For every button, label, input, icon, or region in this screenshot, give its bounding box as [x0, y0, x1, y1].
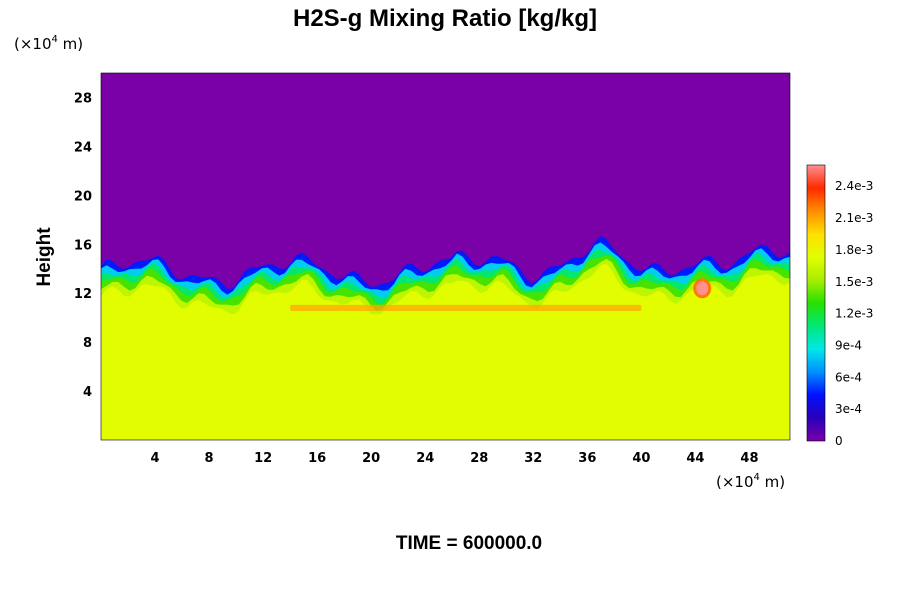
y-tick-label: 12 — [74, 287, 92, 302]
x-tick-label: 8 — [205, 451, 214, 466]
colorbar-tick-label: 9e-4 — [835, 338, 862, 352]
plot-frame — [100, 72, 791, 441]
y-tick-label: 8 — [83, 336, 92, 351]
colorbar-tick-label: 1.2e-3 — [835, 307, 873, 321]
plot-area — [101, 73, 790, 440]
chart-title: H2S-g Mixing Ratio [kg/kg] — [293, 5, 597, 32]
x-unit-label: (×104 m) — [716, 472, 785, 491]
y-tick-label: 4 — [83, 385, 92, 400]
colorbar-tick-label: 2.1e-3 — [835, 211, 873, 225]
field-peak — [696, 281, 709, 296]
x-tick-label: 32 — [524, 451, 542, 466]
y-tick-label: 16 — [74, 238, 92, 253]
field-lower-layer — [101, 311, 790, 440]
x-tick-label: 16 — [308, 451, 326, 466]
y-tick-label: 24 — [74, 140, 92, 155]
time-label: TIME = 600000.0 — [396, 533, 542, 554]
colorbar — [806, 164, 826, 442]
x-tick-label: 4 — [151, 451, 160, 466]
colorbar-tick-label: 1.5e-3 — [835, 275, 873, 289]
x-tick-labels: 4 8 12 16 20 24 28 32 36 40 44 48 — [151, 451, 759, 466]
colorbar-tick-label: 6e-4 — [835, 370, 862, 384]
colorbar-tick-label: 1.8e-3 — [835, 243, 873, 257]
field-warm-band — [290, 304, 642, 311]
x-tick-label: 48 — [740, 451, 758, 466]
y-tick-label: 20 — [74, 189, 92, 204]
x-tick-label: 44 — [686, 451, 704, 466]
y-tick-label: 28 — [74, 91, 92, 106]
colorbar-tick-label: 2.4e-3 — [835, 179, 873, 193]
x-tick-label: 40 — [632, 451, 650, 466]
y-unit-label: (×104 m) — [14, 34, 83, 53]
colorbar-tick-labels: 0 3e-4 6e-4 9e-4 1.2e-3 1.5e-3 1.8e-3 2.1e-3 2.4… — [835, 179, 873, 448]
y-tick-labels: 4 8 12 16 20 24 28 — [74, 91, 92, 400]
x-tick-label: 24 — [416, 451, 434, 466]
x-tick-label: 12 — [254, 451, 272, 466]
x-tick-label: 36 — [578, 451, 596, 466]
colorbar-tick-label: 0 — [835, 434, 843, 448]
colorbar-tick-label: 3e-4 — [835, 402, 862, 416]
x-tick-label: 28 — [470, 451, 488, 466]
field-transition-band — [101, 263, 790, 317]
x-tick-label: 20 — [362, 451, 380, 466]
y-axis-label: Height — [34, 227, 55, 287]
